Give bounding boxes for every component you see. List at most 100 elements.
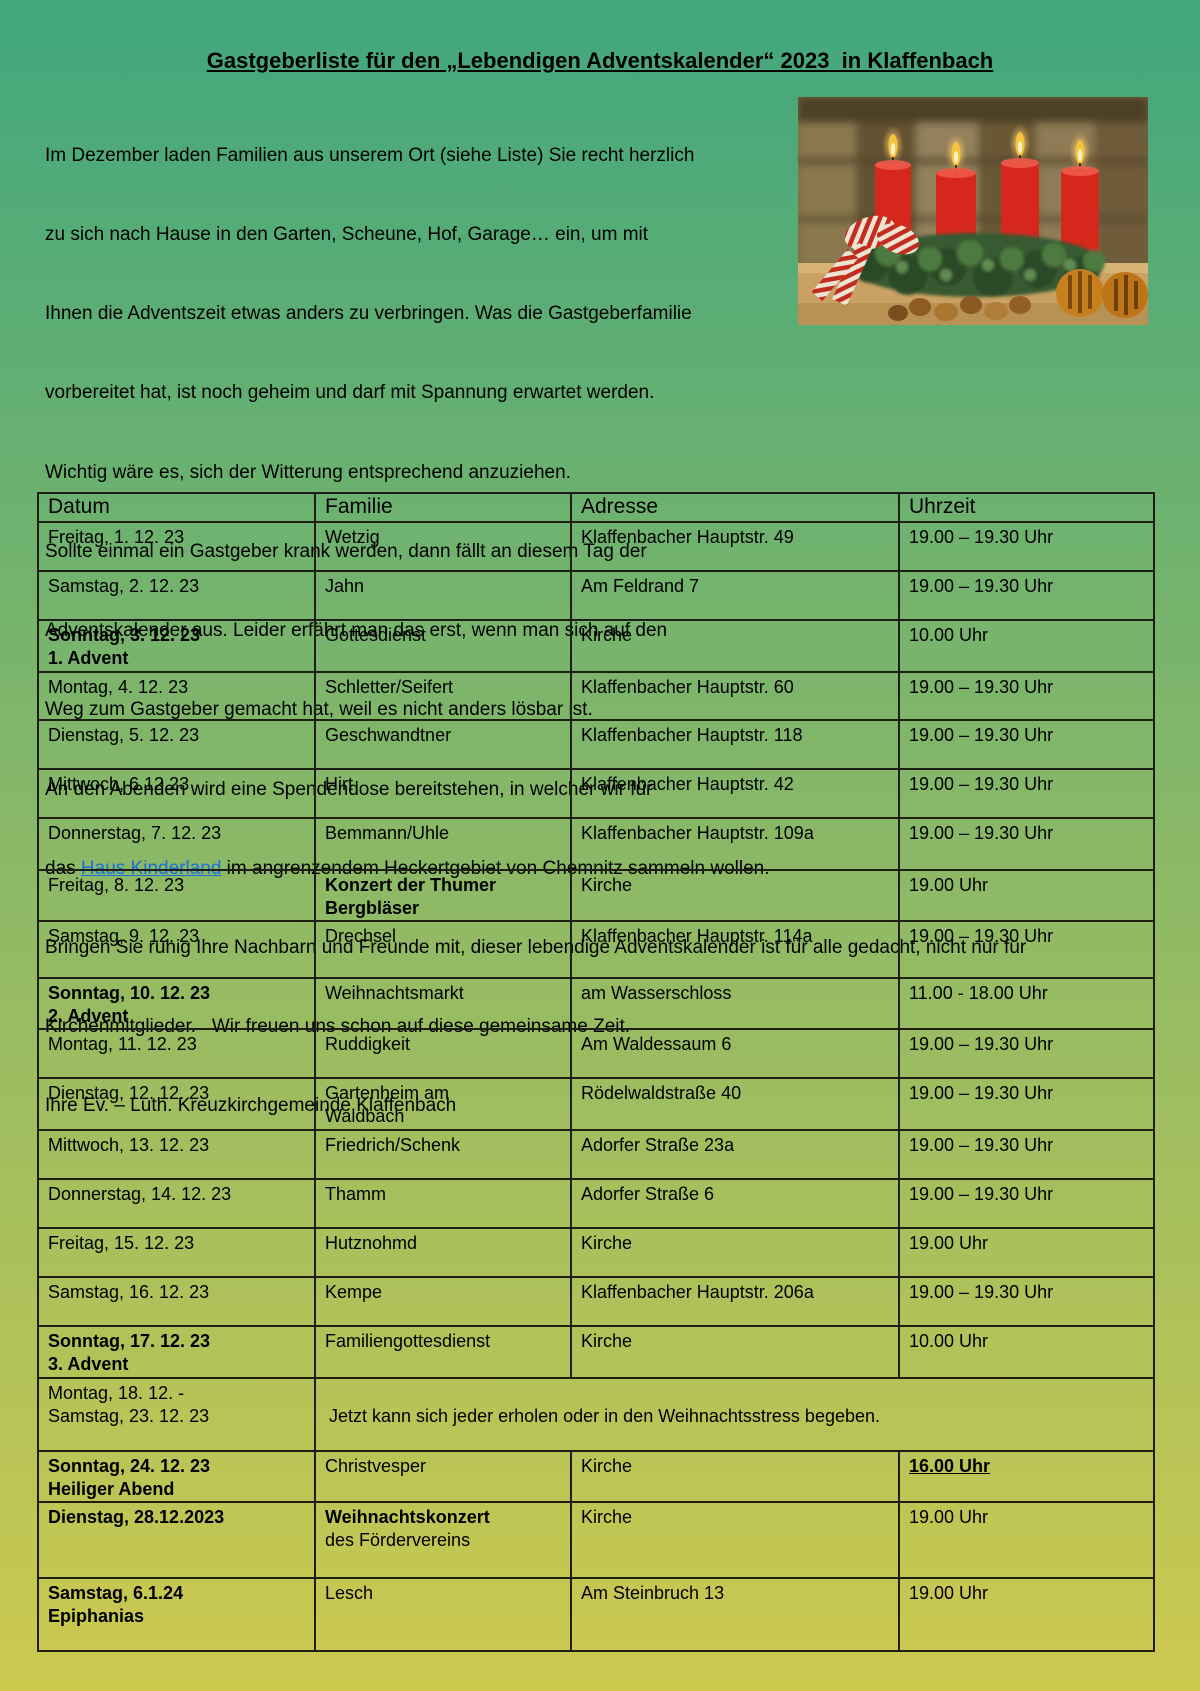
cell-familie: Hutznohmd [314, 1227, 572, 1278]
cell-uhrzeit: 19.00 – 19.30 Uhr [898, 1178, 1155, 1229]
cell-adresse: Klaffenbacher Hauptstr. 42 [570, 768, 900, 819]
cell-datum: Samstag, 9. 12. 23 [37, 920, 316, 979]
cell-familie: Drechsel [314, 920, 572, 979]
cell-adresse: Klaffenbacher Hauptstr. 109a [570, 817, 900, 871]
cell-uhrzeit: 19.00 Uhr [898, 1577, 1155, 1652]
cell-adresse: Klaffenbacher Hauptstr. 118 [570, 719, 900, 770]
cell-datum: Mittwoch, 13. 12. 23 [37, 1129, 316, 1180]
column-header: Uhrzeit [898, 492, 1155, 523]
cell-adresse: Klaffenbacher Hauptstr. 206a [570, 1276, 900, 1327]
cell-uhrzeit: 10.00 Uhr [898, 1325, 1155, 1379]
intro-line: Wichtig wäre es, sich der Witterung ents… [45, 461, 571, 483]
cell-uhrzeit: 16.00 Uhr [898, 1450, 1155, 1503]
table-row: Samstag, 16. 12. 23 Kempe Klaffenbacher Ha… [37, 1276, 1155, 1327]
intro-line: vorbereitet hat, ist noch geheim und dar… [45, 382, 655, 404]
cell-familie: Jahn [314, 570, 572, 621]
table-row: Freitag, 1. 12. 23 Wetzig Klaffenbacher Ha… [37, 521, 1155, 572]
cell-datum: Samstag, 2. 12. 23 [37, 570, 316, 621]
cell-datum: Montag, 18. 12. - Samstag, 23. 12. 23 [37, 1377, 316, 1452]
cell-datum: Freitag, 1. 12. 23 [37, 521, 316, 572]
table-row: Sonntag, 17. 12. 23 3. Advent Familiengott… [37, 1325, 1155, 1379]
cell-familie: Kempe [314, 1276, 572, 1327]
cell-adresse: Klaffenbacher Hauptstr. 49 [570, 521, 900, 572]
cell-datum: Sonntag, 24. 12. 23 Heiliger Abend [37, 1450, 316, 1503]
cell-adresse: Am Feldrand 7 [570, 570, 900, 621]
cell-uhrzeit: 19.00 Uhr [898, 869, 1155, 922]
cell-uhrzeit: 19.00 – 19.30 Uhr [898, 521, 1155, 572]
table-row: Samstag, 6.1.24 Epiphanias Lesch Am Steinbr… [37, 1577, 1155, 1652]
cell-uhrzeit: 19.00 – 19.30 Uhr [898, 1276, 1155, 1327]
cell-familie: Konzert der Thumer Bergbläser [314, 869, 572, 922]
advent-wreath-photo [798, 97, 1148, 325]
cell-datum: Donnerstag, 7. 12. 23 [37, 817, 316, 871]
cell-adresse: Adorfer Straße 23a [570, 1129, 900, 1180]
cell-datum: Mittwoch, 6.12.23 [37, 768, 316, 819]
cell-uhrzeit: 19.00 – 19.30 Uhr [898, 1129, 1155, 1180]
cell-familie: Geschwandtner [314, 719, 572, 770]
table-row: Donnerstag, 14. 12. 23 Thamm Adorfer Straß… [37, 1178, 1155, 1229]
cell-datum: Freitag, 8. 12. 23 [37, 869, 316, 922]
cell-familie: Bemmann/Uhle [314, 817, 572, 871]
cell-familie: Christvesper [314, 1450, 572, 1503]
table-row: Samstag, 2. 12. 23 Jahn Am Feldrand 7 19.00… [37, 570, 1155, 621]
intro-line: Im Dezember laden Familien aus unserem O… [45, 144, 695, 166]
table-header-row: Datum Familie Adresse Uhrzeit [37, 492, 1155, 523]
cell-datum: Montag, 4. 12. 23 [37, 671, 316, 721]
cell-datum: Sonntag, 3. 12. 23 1. Advent [37, 619, 316, 673]
table-row: Samstag, 9. 12. 23 Drechsel Klaffenbacher … [37, 920, 1155, 979]
table-row: Mittwoch, 6.12.23 Hirt Klaffenbacher Haupt… [37, 768, 1155, 819]
cell-datum: Sonntag, 17. 12. 23 3. Advent [37, 1325, 316, 1379]
table-row: Freitag, 15. 12. 23 Hutznohmd Kirche 19.00 … [37, 1227, 1155, 1278]
cell-familie: Weihnachtsmarkt [314, 977, 572, 1030]
cell-adresse: Kirche [570, 869, 900, 922]
cell-familie: Friedrich/Schenk [314, 1129, 572, 1180]
cell-uhrzeit: 19.00 – 19.30 Uhr [898, 768, 1155, 819]
cell-datum: Dienstag, 28.12.2023 [37, 1501, 316, 1579]
cell-datum: Montag, 11. 12. 23 [37, 1028, 316, 1079]
cell-familie: Familiengottesdienst [314, 1325, 572, 1379]
cell-familie: Weihnachtskonzert des Fördervereins [314, 1501, 572, 1579]
column-header: Datum [37, 492, 316, 523]
schedule-table: Datum Familie Adresse Uhrzeit Freitag, 1. 1… [37, 492, 1155, 1652]
cell-datum: Dienstag, 12. 12. 23 [37, 1077, 316, 1131]
cell-adresse: am Wasserschloss [570, 977, 900, 1030]
table-row: Montag, 11. 12. 23 Ruddigkeit Am Waldessau… [37, 1028, 1155, 1079]
cell-familie: Gartenheim am Waldbach [314, 1077, 572, 1131]
table-row: Dienstag, 12. 12. 23 Gartenheim am Waldbac… [37, 1077, 1155, 1131]
table-row: Donnerstag, 7. 12. 23 Bemmann/Uhle Klaffen… [37, 817, 1155, 871]
table-row: Mittwoch, 13. 12. 23 Friedrich/Schenk Ador… [37, 1129, 1155, 1180]
cell-uhrzeit: 19.00 – 19.30 Uhr [898, 817, 1155, 871]
cell-adresse: Adorfer Straße 6 [570, 1178, 900, 1229]
cell-adresse: Rödelwaldstraße 40 [570, 1077, 900, 1131]
cell-datum: Sonntag, 10. 12. 23 2. Advent [37, 977, 316, 1030]
cell-datum: Samstag, 16. 12. 23 [37, 1276, 316, 1327]
cell-datum: Donnerstag, 14. 12. 23 [37, 1178, 316, 1229]
cell-datum: Dienstag, 5. 12. 23 [37, 719, 316, 770]
cell-familie: Wetzig [314, 521, 572, 572]
cell-familie: Lesch [314, 1577, 572, 1652]
cell-adresse: Klaffenbacher Hauptstr. 114a [570, 920, 900, 979]
table-row: Freitag, 8. 12. 23 Konzert der Thumer Berg… [37, 869, 1155, 922]
cell-uhrzeit: 19.00 – 19.30 Uhr [898, 1077, 1155, 1131]
cell-familie: Gottesdienst [314, 619, 572, 673]
cell-uhrzeit: 19.00 Uhr [898, 1227, 1155, 1278]
cell-familie: Thamm [314, 1178, 572, 1229]
cell-datum: Samstag, 6.1.24 Epiphanias [37, 1577, 316, 1652]
cell-datum: Freitag, 15. 12. 23 [37, 1227, 316, 1278]
column-header: Adresse [570, 492, 900, 523]
cell-uhrzeit: 10.00 Uhr [898, 619, 1155, 673]
cell-adresse: Am Waldessaum 6 [570, 1028, 900, 1079]
table-row: Sonntag, 3. 12. 23 1. Advent Gottesdienst K… [37, 619, 1155, 673]
cell-uhrzeit: 19.00 – 19.30 Uhr [898, 719, 1155, 770]
cell-uhrzeit: 19.00 Uhr [898, 1501, 1155, 1579]
table-row: Montag, 18. 12. - Samstag, 23. 12. 23 Jetz… [37, 1377, 1155, 1452]
cell-uhrzeit: 19.00 – 19.30 Uhr [898, 920, 1155, 979]
table-row: Sonntag, 24. 12. 23 Heiliger Abend Christv… [37, 1450, 1155, 1503]
cell-adresse: Klaffenbacher Hauptstr. 60 [570, 671, 900, 721]
cell-adresse: Kirche [570, 1325, 900, 1379]
table-row: Dienstag, 5. 12. 23 Geschwandtner Klaffenb… [37, 719, 1155, 770]
table-row: Montag, 4. 12. 23 Schletter/Seifert Klaffe… [37, 671, 1155, 721]
page-title: Gastgeberliste für den „Lebendigen Adven… [206, 48, 994, 73]
cell-adresse: Am Steinbruch 13 [570, 1577, 900, 1652]
